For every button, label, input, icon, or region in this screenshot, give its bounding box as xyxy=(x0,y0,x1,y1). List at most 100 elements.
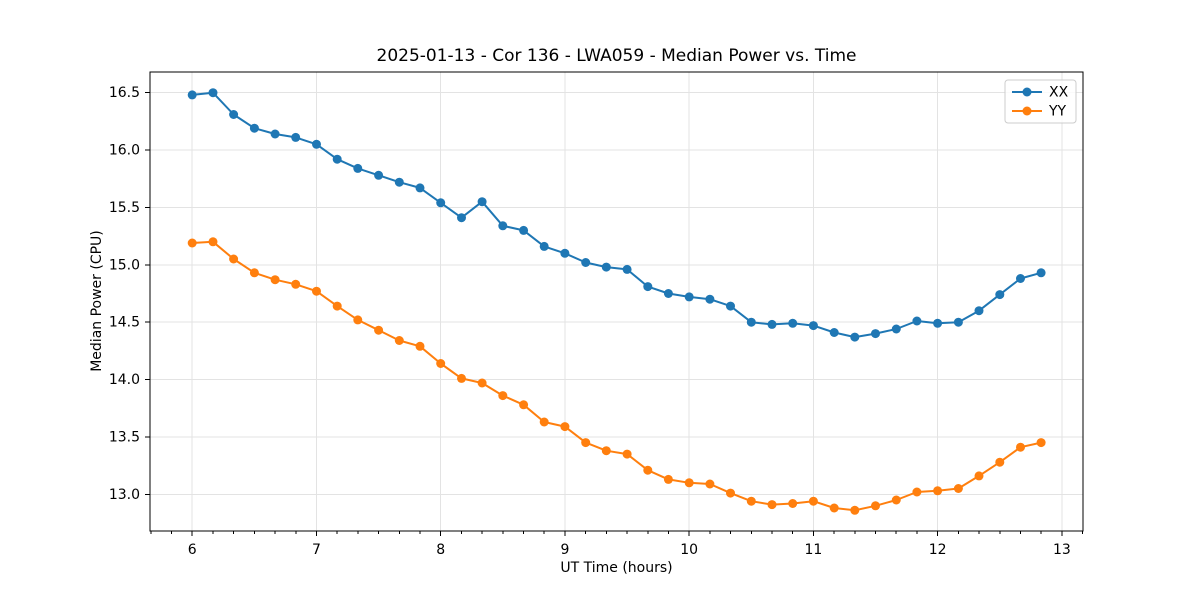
data-point-marker xyxy=(871,501,880,511)
data-point-marker xyxy=(622,264,632,274)
data-point-marker xyxy=(229,254,239,264)
axis-ticks xyxy=(145,92,1084,536)
data-point-marker xyxy=(829,503,839,513)
data-point-marker xyxy=(995,457,1005,467)
svg-text:12: 12 xyxy=(929,542,947,558)
plot-border xyxy=(149,71,1084,532)
data-point-marker xyxy=(933,486,943,496)
data-point-marker xyxy=(229,110,239,119)
svg-text:13.5: 13.5 xyxy=(109,429,140,445)
data-point-marker xyxy=(726,488,735,498)
data-point-marker xyxy=(249,123,259,133)
data-point-marker xyxy=(353,315,363,325)
data-point-marker xyxy=(270,129,280,139)
data-point-marker xyxy=(788,499,798,508)
data-point-marker xyxy=(477,197,487,207)
data-point-marker xyxy=(498,391,508,401)
data-point-marker xyxy=(560,422,570,432)
svg-text:16.0: 16.0 xyxy=(109,143,140,159)
data-point-marker xyxy=(415,183,425,193)
series-xx-line xyxy=(191,91,1043,339)
data-point-marker xyxy=(871,329,880,339)
data-point-marker xyxy=(808,496,818,506)
data-point-marker xyxy=(477,378,487,388)
svg-text:13: 13 xyxy=(1053,542,1071,558)
data-point-marker xyxy=(601,446,611,456)
data-point-marker xyxy=(208,237,218,247)
data-point-marker xyxy=(374,325,384,335)
data-point-marker xyxy=(684,478,694,488)
data-point-marker xyxy=(394,336,404,345)
chart-title: 2025-01-13 - Cor 136 - LWA059 - Median P… xyxy=(376,46,857,66)
data-point-marker xyxy=(436,359,446,368)
data-point-marker xyxy=(312,139,321,149)
data-point-marker xyxy=(539,417,549,427)
data-point-marker xyxy=(726,301,735,311)
svg-text:11: 11 xyxy=(804,542,822,558)
series-xx xyxy=(187,88,1046,342)
data-point-marker xyxy=(850,332,860,342)
svg-text:13.0: 13.0 xyxy=(109,487,140,503)
legend: XX YY xyxy=(1004,79,1077,124)
data-point-marker xyxy=(891,324,901,334)
data-point-marker xyxy=(1036,268,1046,278)
data-point-marker xyxy=(974,471,984,481)
data-point-marker xyxy=(663,289,673,298)
data-point-marker xyxy=(353,163,363,173)
data-point-marker xyxy=(291,132,301,142)
y-tick-labels: 13.0 13.5 14.0 14.5 15.0 15.5 16.0 16.5 xyxy=(109,85,140,503)
data-point-marker xyxy=(684,292,694,302)
data-point-marker xyxy=(622,449,632,459)
data-point-marker xyxy=(829,328,839,337)
data-point-marker xyxy=(187,238,197,248)
data-point-marker xyxy=(394,177,404,187)
data-point-marker xyxy=(912,316,922,326)
data-point-marker xyxy=(1016,442,1025,452)
data-point-marker xyxy=(249,268,259,278)
data-point-marker xyxy=(746,317,756,327)
data-point-marker xyxy=(270,275,280,285)
legend-item-yy: YY xyxy=(1012,103,1067,119)
data-point-marker xyxy=(519,400,529,410)
data-point-marker xyxy=(953,484,963,493)
svg-text:15.5: 15.5 xyxy=(109,200,140,216)
x-tick-labels: 6 7 8 9 10 11 12 13 xyxy=(188,542,1071,558)
x-axis-label: UT Time (hours) xyxy=(560,560,673,576)
data-point-marker xyxy=(643,465,653,475)
legend-item-xx: XX xyxy=(1012,84,1069,100)
legend-marker-icon xyxy=(1022,106,1032,116)
data-point-marker xyxy=(891,495,901,505)
data-point-marker xyxy=(415,341,425,351)
svg-text:10: 10 xyxy=(680,542,698,558)
data-point-marker xyxy=(581,438,591,448)
data-point-marker xyxy=(974,306,984,316)
svg-text:7: 7 xyxy=(312,542,321,558)
data-point-marker xyxy=(705,294,715,304)
svg-text:8: 8 xyxy=(436,542,445,558)
data-point-marker xyxy=(291,279,301,289)
data-point-marker xyxy=(788,318,798,328)
data-point-marker xyxy=(539,241,549,251)
data-point-marker xyxy=(332,154,342,164)
y-axis-label: Median Power (CPU) xyxy=(89,230,105,372)
data-point-marker xyxy=(601,262,611,272)
data-point-marker xyxy=(457,213,466,223)
data-point-marker xyxy=(187,90,197,100)
svg-text:9: 9 xyxy=(560,542,569,558)
data-point-marker xyxy=(457,373,466,383)
data-point-marker xyxy=(560,248,570,258)
gridlines xyxy=(150,72,1083,531)
data-point-marker xyxy=(808,321,818,331)
data-point-marker xyxy=(208,88,218,98)
data-point-marker xyxy=(312,286,321,296)
legend-marker-icon xyxy=(1022,87,1032,97)
data-point-marker xyxy=(850,505,860,515)
data-point-marker xyxy=(581,258,591,267)
legend-label: YY xyxy=(1048,103,1067,119)
data-point-marker xyxy=(519,225,529,235)
data-point-marker xyxy=(498,221,508,231)
svg-text:14.0: 14.0 xyxy=(109,372,140,388)
data-point-marker xyxy=(1036,438,1046,448)
data-point-marker xyxy=(953,317,963,327)
